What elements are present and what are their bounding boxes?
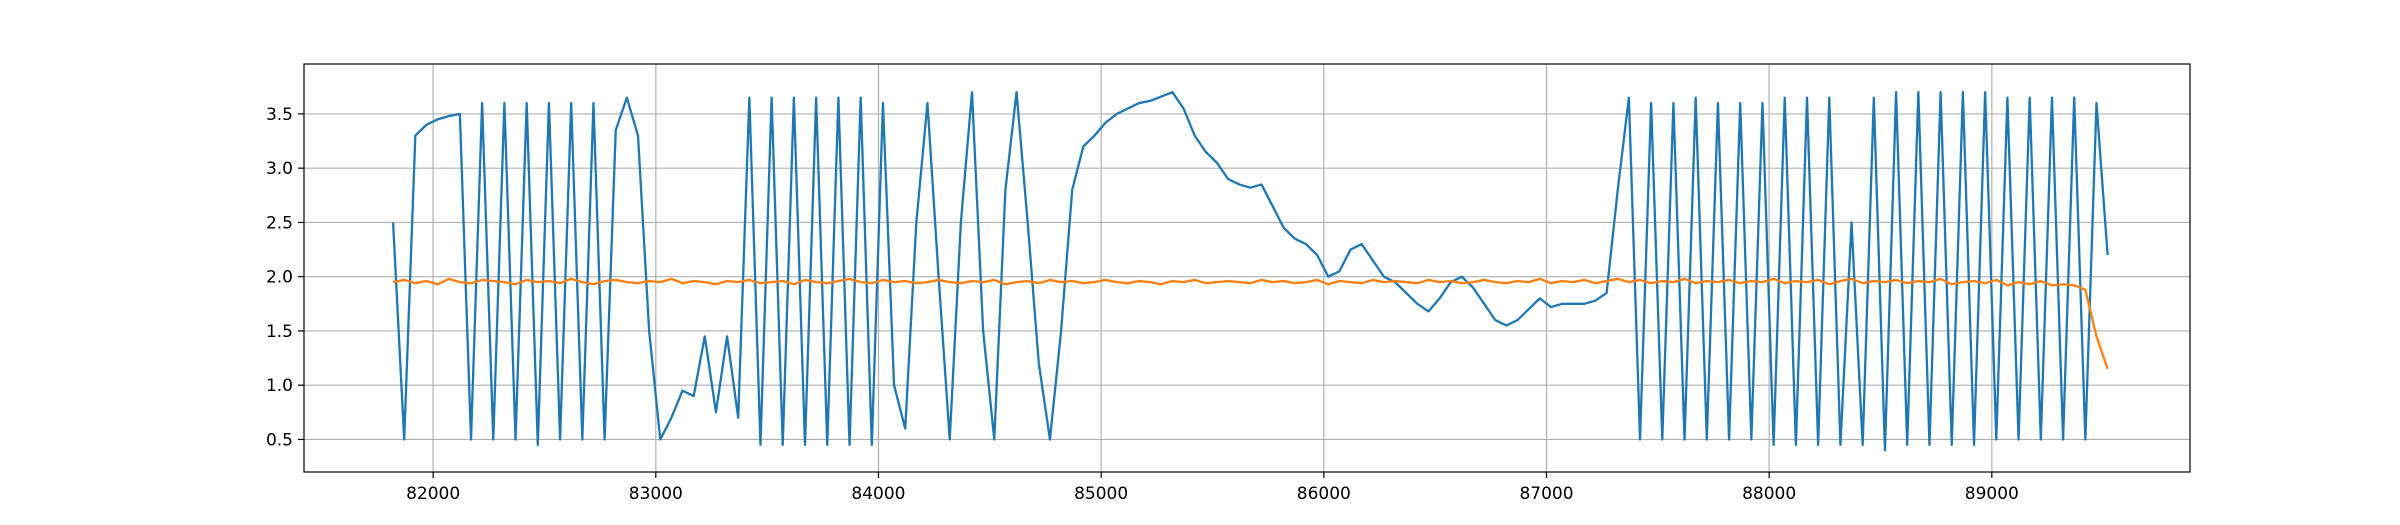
data-line <box>391 91 2109 452</box>
y-tick-label: 0.5 <box>266 430 293 450</box>
y-tick-label: 2.0 <box>266 268 293 288</box>
x-tick-label: 89000 <box>1965 484 2019 504</box>
y-tick-label: 3.0 <box>266 159 293 179</box>
data-line <box>392 277 2109 370</box>
y-tick-label: 1.5 <box>266 322 293 342</box>
y-tick-label: 3.5 <box>266 105 293 125</box>
y-tick-label: 1.0 <box>266 376 293 396</box>
x-tick-label: 88000 <box>1742 484 1796 504</box>
x-tick-label: 85000 <box>1074 484 1128 504</box>
x-tick-label: 86000 <box>1297 484 1351 504</box>
x-tick-label: 82000 <box>406 484 460 504</box>
y-tick-label: 2.5 <box>266 213 293 233</box>
x-tick-label: 84000 <box>851 484 905 504</box>
x-tick-label: 83000 <box>629 484 683 504</box>
x-tick-label: 87000 <box>1519 484 1573 504</box>
plot-frame <box>303 63 2191 473</box>
